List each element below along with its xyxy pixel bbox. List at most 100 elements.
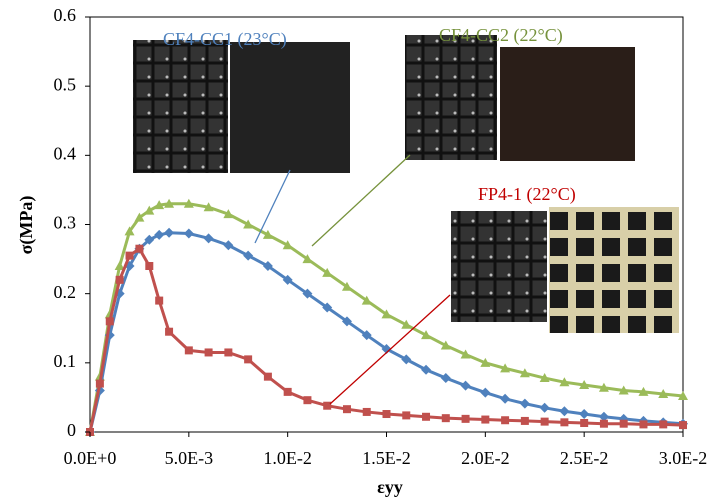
marker — [619, 419, 628, 428]
annotation: CF4-CC2 (22°C) — [439, 25, 563, 46]
marker — [165, 327, 174, 336]
marker — [262, 261, 273, 271]
photo — [405, 35, 497, 160]
marker — [183, 198, 194, 208]
photo — [451, 211, 547, 322]
marker — [262, 229, 273, 239]
marker — [500, 363, 511, 373]
marker — [224, 348, 233, 357]
marker — [124, 226, 135, 236]
photo — [500, 47, 635, 161]
marker — [659, 420, 668, 429]
marker — [283, 387, 292, 396]
marker — [125, 251, 134, 260]
marker — [223, 240, 234, 251]
photo — [549, 207, 679, 333]
y-axis-label: σ(MPa) — [16, 196, 37, 255]
marker — [559, 406, 570, 417]
marker — [381, 344, 392, 354]
marker — [244, 355, 253, 364]
marker — [560, 418, 569, 427]
arrow — [311, 154, 411, 247]
arrows — [254, 154, 451, 405]
marker — [401, 319, 412, 329]
x-tick-label: 1.0E-2 — [263, 448, 312, 468]
marker — [135, 244, 144, 253]
marker — [678, 391, 688, 401]
marker — [155, 296, 164, 305]
x-tick-label: 3.0E-2 — [659, 448, 708, 468]
x-tick-label: 0.0E+0 — [64, 448, 117, 468]
marker — [341, 281, 352, 291]
marker — [282, 240, 293, 250]
marker — [124, 261, 135, 271]
marker — [441, 414, 450, 423]
marker — [440, 340, 451, 350]
marker — [361, 295, 372, 305]
marker — [658, 388, 669, 398]
marker — [461, 414, 470, 423]
marker — [638, 386, 649, 396]
marker — [145, 262, 154, 270]
marker — [500, 393, 511, 404]
x-tick-label: 2.0E-2 — [461, 448, 510, 468]
marker — [421, 330, 432, 340]
marker — [134, 212, 145, 222]
marker — [204, 348, 213, 357]
marker — [243, 219, 254, 229]
marker — [223, 209, 234, 219]
marker — [243, 250, 254, 261]
y-tick-label: 0.5 — [54, 74, 77, 94]
marker — [203, 233, 214, 244]
marker — [579, 409, 590, 420]
y-tick-label: 0.1 — [54, 351, 77, 371]
y-tick-label: 0.6 — [54, 5, 77, 25]
marker — [539, 373, 550, 383]
marker — [519, 368, 530, 378]
marker — [599, 419, 608, 428]
marker — [303, 396, 312, 405]
marker — [302, 254, 313, 264]
curves — [85, 198, 688, 437]
marker — [598, 382, 609, 392]
y-tick-label: 0.4 — [54, 143, 77, 163]
marker — [203, 202, 214, 212]
marker — [501, 416, 510, 425]
marker — [639, 420, 648, 429]
photo — [230, 42, 350, 173]
marker — [144, 234, 155, 245]
marker — [580, 419, 589, 428]
marker — [105, 317, 114, 326]
marker — [362, 407, 371, 416]
marker — [540, 417, 549, 426]
marker — [460, 349, 471, 359]
marker — [322, 302, 333, 313]
marker — [401, 354, 412, 365]
marker — [144, 205, 155, 215]
marker — [382, 410, 391, 419]
marker — [421, 364, 432, 375]
marker — [361, 330, 372, 341]
marker — [520, 416, 529, 425]
marker — [282, 274, 293, 285]
marker — [164, 198, 175, 208]
marker — [679, 421, 687, 430]
marker — [95, 379, 104, 388]
x-tick-label: 1.5E-2 — [362, 448, 411, 468]
marker — [154, 200, 165, 210]
marker — [183, 228, 194, 239]
marker — [184, 346, 193, 355]
marker — [164, 227, 175, 238]
marker — [460, 380, 471, 391]
marker — [519, 398, 530, 409]
y-tick-label: 0.2 — [54, 282, 77, 302]
marker — [618, 385, 629, 395]
marker — [322, 267, 333, 277]
marker — [559, 377, 570, 387]
marker — [422, 412, 431, 421]
marker — [481, 415, 490, 424]
marker — [263, 372, 272, 381]
marker — [323, 401, 332, 410]
marker — [598, 411, 609, 422]
